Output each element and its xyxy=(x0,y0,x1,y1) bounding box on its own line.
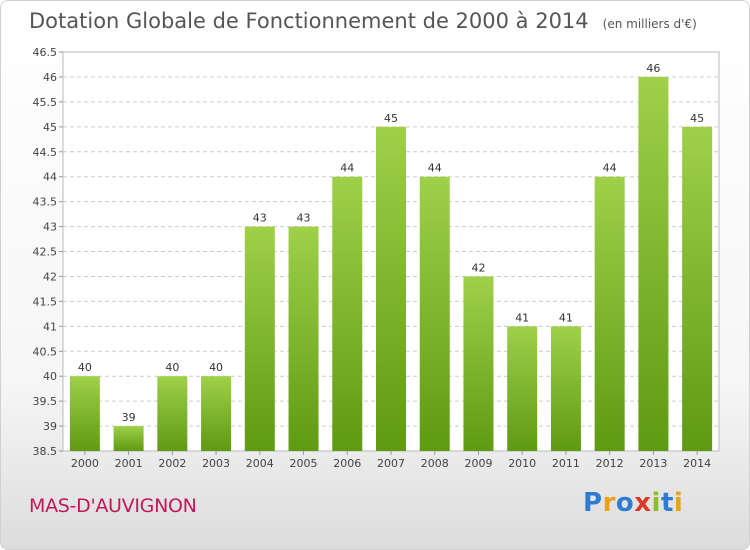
chart-title-text: Dotation Globale de Fonctionnement de 20… xyxy=(29,9,589,33)
bar-value-label: 40 xyxy=(209,361,223,374)
bar-value-label: 39 xyxy=(122,411,136,424)
bar[interactable] xyxy=(69,376,100,451)
proxiti-logo[interactable]: Proxiti xyxy=(583,488,683,518)
bar-value-label: 44 xyxy=(428,162,442,175)
bar[interactable] xyxy=(288,226,319,451)
bar[interactable] xyxy=(244,226,275,451)
y-tick-label: 39 xyxy=(43,420,57,433)
x-tick-label: 2010 xyxy=(508,457,536,470)
bar-value-label: 41 xyxy=(515,311,529,324)
x-tick-label: 2012 xyxy=(596,457,624,470)
logo-letter: r xyxy=(602,488,616,518)
bar[interactable] xyxy=(550,326,581,451)
logo-letter: i xyxy=(673,488,684,518)
logo-letter: x xyxy=(634,488,652,518)
bar-value-label: 45 xyxy=(690,112,704,125)
bar-value-label: 44 xyxy=(340,162,354,175)
y-tick-label: 46 xyxy=(43,71,57,84)
y-tick-label: 44 xyxy=(43,171,57,184)
bar[interactable] xyxy=(682,126,713,451)
logo-letter: o xyxy=(615,488,635,518)
x-tick-label: 2002 xyxy=(158,457,186,470)
commune-name: MAS-D'AUVIGNON xyxy=(29,495,197,517)
bar[interactable] xyxy=(157,376,188,451)
y-tick-label: 41 xyxy=(43,320,57,333)
x-tick-label: 2008 xyxy=(421,457,449,470)
logo-letter: P xyxy=(583,488,603,518)
bar[interactable] xyxy=(201,376,232,451)
x-tick-label: 2011 xyxy=(552,457,580,470)
bar[interactable] xyxy=(113,426,144,451)
chart-title: Dotation Globale de Fonctionnement de 20… xyxy=(29,9,697,33)
y-tick-label: 46.5 xyxy=(33,46,58,59)
bar-value-label: 41 xyxy=(559,311,573,324)
bar-value-label: 40 xyxy=(165,361,179,374)
x-tick-label: 2006 xyxy=(333,457,361,470)
y-tick-label: 39.5 xyxy=(33,395,58,408)
y-tick-label: 43.5 xyxy=(33,196,58,209)
bar-value-label: 45 xyxy=(384,112,398,125)
bar-value-label: 40 xyxy=(78,361,92,374)
chart-subtitle: (en milliers d'€) xyxy=(602,17,697,31)
y-tick-label: 44.5 xyxy=(33,146,58,159)
x-tick-label: 2013 xyxy=(639,457,667,470)
y-tick-label: 45 xyxy=(43,121,57,134)
bar[interactable] xyxy=(507,326,538,451)
x-tick-label: 2005 xyxy=(290,457,318,470)
x-tick-label: 2007 xyxy=(377,457,405,470)
x-tick-label: 2009 xyxy=(464,457,492,470)
y-tick-label: 41.5 xyxy=(33,295,58,308)
bar-value-label: 43 xyxy=(297,212,311,225)
y-tick-label: 43 xyxy=(43,221,57,234)
bar-value-label: 46 xyxy=(646,62,660,75)
y-tick-label: 38.5 xyxy=(33,445,58,458)
bar-value-label: 44 xyxy=(603,162,617,175)
bar[interactable] xyxy=(594,176,625,451)
bar-value-label: 43 xyxy=(253,212,267,225)
bar[interactable] xyxy=(376,126,406,451)
x-tick-label: 2014 xyxy=(683,457,711,470)
y-tick-label: 45.5 xyxy=(33,96,58,109)
bar[interactable] xyxy=(419,176,450,451)
bar[interactable] xyxy=(332,176,363,451)
y-tick-label: 42.5 xyxy=(33,246,58,259)
x-tick-label: 2004 xyxy=(246,457,274,470)
logo-letter: i xyxy=(651,488,661,518)
bar[interactable] xyxy=(638,76,669,451)
y-tick-label: 40.5 xyxy=(33,345,58,358)
x-tick-label: 2001 xyxy=(115,457,143,470)
y-tick-label: 42 xyxy=(43,270,57,283)
x-tick-label: 2003 xyxy=(202,457,230,470)
bar[interactable] xyxy=(463,276,494,451)
y-tick-label: 40 xyxy=(43,370,57,383)
bar-value-label: 42 xyxy=(471,261,485,274)
x-tick-label: 2000 xyxy=(71,457,99,470)
logo-letter: t xyxy=(660,488,674,518)
